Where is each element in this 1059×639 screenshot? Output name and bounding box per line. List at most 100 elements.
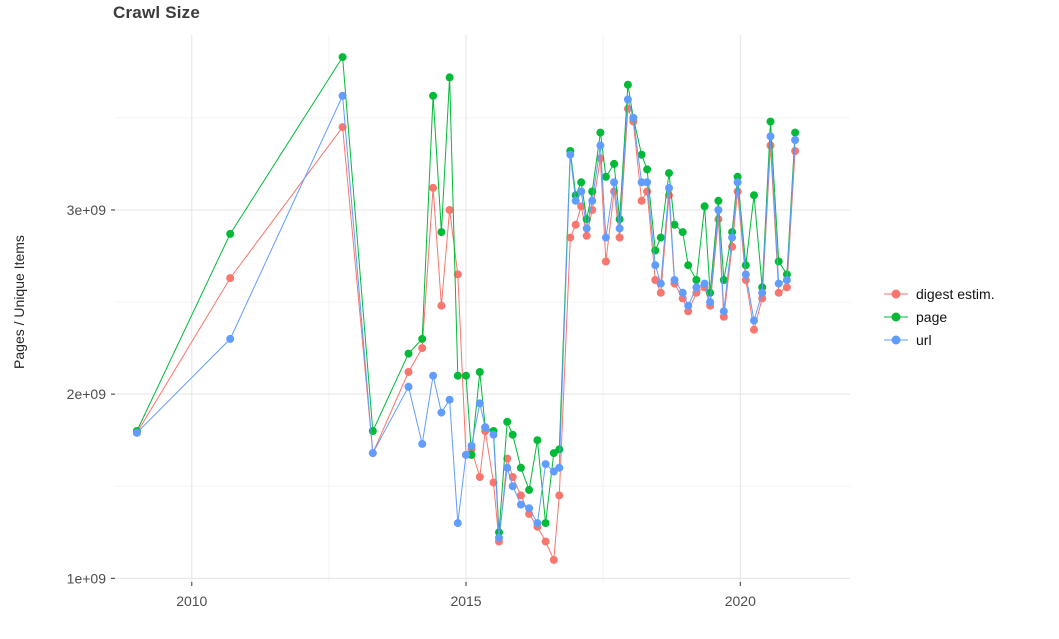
data-point xyxy=(226,274,235,283)
data-point xyxy=(684,261,693,270)
data-point xyxy=(437,408,446,417)
data-point xyxy=(750,316,758,325)
data-point xyxy=(610,159,619,168)
x-tick-label: 2010 xyxy=(176,593,207,609)
data-point xyxy=(719,307,728,316)
data-point xyxy=(656,233,665,242)
data-point xyxy=(741,261,750,270)
data-point xyxy=(549,555,558,564)
data-point xyxy=(533,519,542,528)
data-point xyxy=(610,178,619,187)
data-point xyxy=(665,183,673,192)
data-point xyxy=(596,128,605,137)
data-point xyxy=(684,301,693,310)
data-point xyxy=(481,423,490,432)
data-point xyxy=(714,196,723,205)
data-point xyxy=(404,368,413,376)
data-point xyxy=(516,500,525,509)
series-url xyxy=(132,91,800,542)
data-point xyxy=(791,136,800,144)
data-point xyxy=(525,485,534,494)
data-point xyxy=(692,276,701,284)
y-tick-label: 2e+09 xyxy=(67,386,107,402)
data-point xyxy=(132,428,141,437)
data-point xyxy=(719,312,728,321)
data-point xyxy=(651,246,660,255)
data-point xyxy=(656,279,665,288)
data-point xyxy=(462,371,470,380)
data-point xyxy=(774,279,783,288)
data-point xyxy=(555,463,564,472)
data-point xyxy=(656,288,665,297)
data-point xyxy=(508,482,517,491)
data-point xyxy=(588,196,597,205)
data-point xyxy=(368,449,377,458)
data-point xyxy=(495,533,503,542)
data-point xyxy=(615,215,624,224)
data-point xyxy=(651,261,660,270)
data-point xyxy=(467,441,476,450)
data-point xyxy=(577,187,586,196)
data-point xyxy=(429,183,438,192)
legend-marker xyxy=(884,312,908,322)
data-point xyxy=(445,395,454,404)
data-point xyxy=(489,430,498,439)
data-point xyxy=(782,276,791,284)
data-point xyxy=(623,95,632,104)
legend-marker xyxy=(884,335,908,345)
data-point xyxy=(429,371,438,380)
data-point xyxy=(774,288,783,297)
data-point xyxy=(706,298,715,307)
data-point xyxy=(623,80,632,89)
data-point xyxy=(741,270,750,279)
data-point xyxy=(782,283,791,292)
data-point xyxy=(475,368,484,376)
chart-title: Crawl Size xyxy=(113,3,201,22)
data-point xyxy=(637,196,646,205)
y-tick-label: 1e+09 xyxy=(67,570,107,586)
data-point xyxy=(733,178,742,187)
legend-item-url: url xyxy=(882,332,995,348)
data-point xyxy=(226,334,235,343)
data-point xyxy=(741,276,750,284)
data-point xyxy=(467,450,476,459)
data-point xyxy=(601,257,610,266)
data-point xyxy=(555,491,564,500)
data-point xyxy=(766,132,775,141)
data-point xyxy=(533,436,542,445)
data-point xyxy=(541,537,550,546)
data-point xyxy=(596,141,605,150)
data-point xyxy=(733,187,742,196)
data-point xyxy=(601,233,610,242)
y-tick-label: 3e+09 xyxy=(67,202,107,218)
data-point xyxy=(429,91,438,100)
plot-area: 2010 2015 2020 1e+09 2e+09 3e+09 xyxy=(67,35,850,609)
data-point xyxy=(733,172,742,181)
data-point xyxy=(503,417,512,426)
legend-item-page: page xyxy=(882,309,995,325)
data-point xyxy=(750,325,758,334)
data-point xyxy=(437,301,446,310)
data-point xyxy=(791,128,800,137)
data-point xyxy=(516,463,525,472)
data-point xyxy=(453,270,462,279)
data-point xyxy=(571,196,580,205)
legend-label: digest estim. xyxy=(916,286,995,302)
data-point xyxy=(508,430,517,439)
data-point xyxy=(368,427,377,435)
data-point xyxy=(728,228,737,237)
x-tick-label: 2015 xyxy=(450,593,481,609)
data-point xyxy=(566,150,575,159)
data-point xyxy=(503,454,512,463)
data-point xyxy=(774,257,783,266)
data-point xyxy=(445,73,454,82)
data-point xyxy=(629,113,638,122)
legend-label: page xyxy=(916,309,948,325)
data-point xyxy=(437,228,446,237)
x-tick-label: 2020 xyxy=(725,593,756,609)
data-point xyxy=(404,382,413,391)
legend: digest estim. page url xyxy=(882,286,995,348)
y-axis-title: Pages / Unique Items xyxy=(11,235,27,369)
data-point xyxy=(588,187,597,196)
